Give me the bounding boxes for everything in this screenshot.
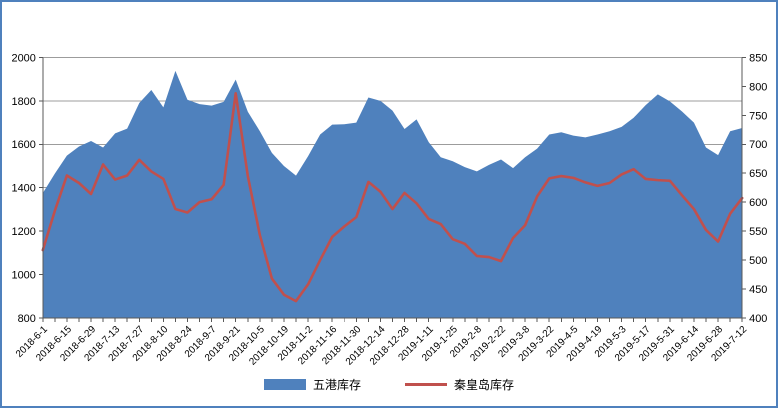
line-series-path: [41, 92, 744, 303]
y-axis-right-label: 850: [749, 52, 767, 64]
y-axis-right-label: 500: [749, 255, 767, 267]
y-axis-left-label: 1600: [12, 139, 36, 151]
y-axis-left-label: 1800: [12, 96, 36, 108]
y-axis-right-label: 750: [749, 110, 767, 122]
legend-item-five-port-inventory: 五港库存: [263, 376, 361, 393]
y-axis-left-label: 800: [18, 313, 36, 325]
y-axis-right-label: 700: [749, 139, 767, 151]
legend-label-five-port-inventory: 五港库存: [312, 378, 361, 392]
legend-label-qinhuangdao-inventory: 秦皇岛库存: [454, 378, 515, 392]
y-axis-right-label: 800: [749, 81, 767, 93]
area-series-path: [42, 70, 743, 318]
y-axis-right-label: 450: [749, 284, 767, 296]
legend-item-qinhuangdao-inventory: 秦皇岛库存: [405, 376, 514, 393]
chart-legend: 五港库存 秦皇岛库存: [2, 376, 776, 393]
area-series-swatch: [263, 379, 306, 390]
y-axis-left-label: 1000: [12, 269, 36, 281]
y-axis-right-label: 400: [749, 313, 767, 325]
line-series-swatch: [405, 383, 447, 386]
y-axis-left-label: 2000: [12, 52, 36, 64]
y-axis-left-label: 1200: [12, 226, 36, 238]
y-axis-left-label: 1400: [12, 183, 36, 195]
y-axis-right-label: 600: [749, 197, 767, 209]
y-axis-right-label: 650: [749, 168, 767, 180]
y-axis-right-label: 550: [749, 226, 767, 238]
